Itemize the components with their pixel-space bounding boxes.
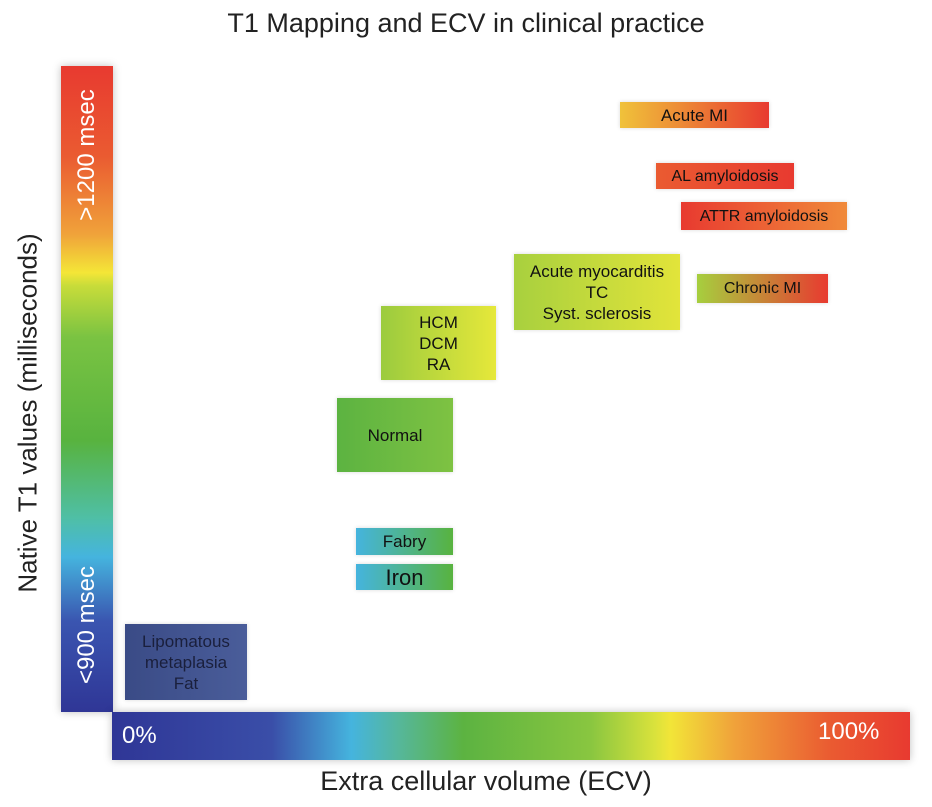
region-hcm-dcm-ra: HCM DCM RA xyxy=(381,306,496,380)
region-normal: Normal xyxy=(337,398,453,472)
x-axis-title: Extra cellular volume (ECV) xyxy=(320,766,652,796)
y-min-label-text: <900 msec xyxy=(73,565,100,685)
y-max-label-text: >1200 msec xyxy=(73,89,100,221)
region-fabry: Fabry xyxy=(356,528,453,555)
region-al-amyloidosis: AL amyloidosis xyxy=(656,163,794,189)
x-max-label: 100% xyxy=(818,718,880,745)
region-lipomatous: Lipomatous metaplasia Fat xyxy=(125,624,247,700)
y-axis-title-text: Native T1 values (milliseconds) xyxy=(12,233,43,593)
chart-title: T1 Mapping and ECV in clinical practice xyxy=(227,8,705,38)
region-attr-amyloidosis: ATTR amyloidosis xyxy=(681,202,847,230)
region-acute-mi: Acute MI xyxy=(620,102,769,128)
x-min-label: 0% xyxy=(122,722,157,749)
region-chronic-mi: Chronic MI xyxy=(697,274,828,303)
region-acute-myocarditis: Acute myocarditis TC Syst. sclerosis xyxy=(514,254,680,330)
t1-color-scale-bar xyxy=(61,66,113,712)
region-iron: Iron xyxy=(356,564,453,590)
ecv-color-scale-bar xyxy=(112,712,910,760)
